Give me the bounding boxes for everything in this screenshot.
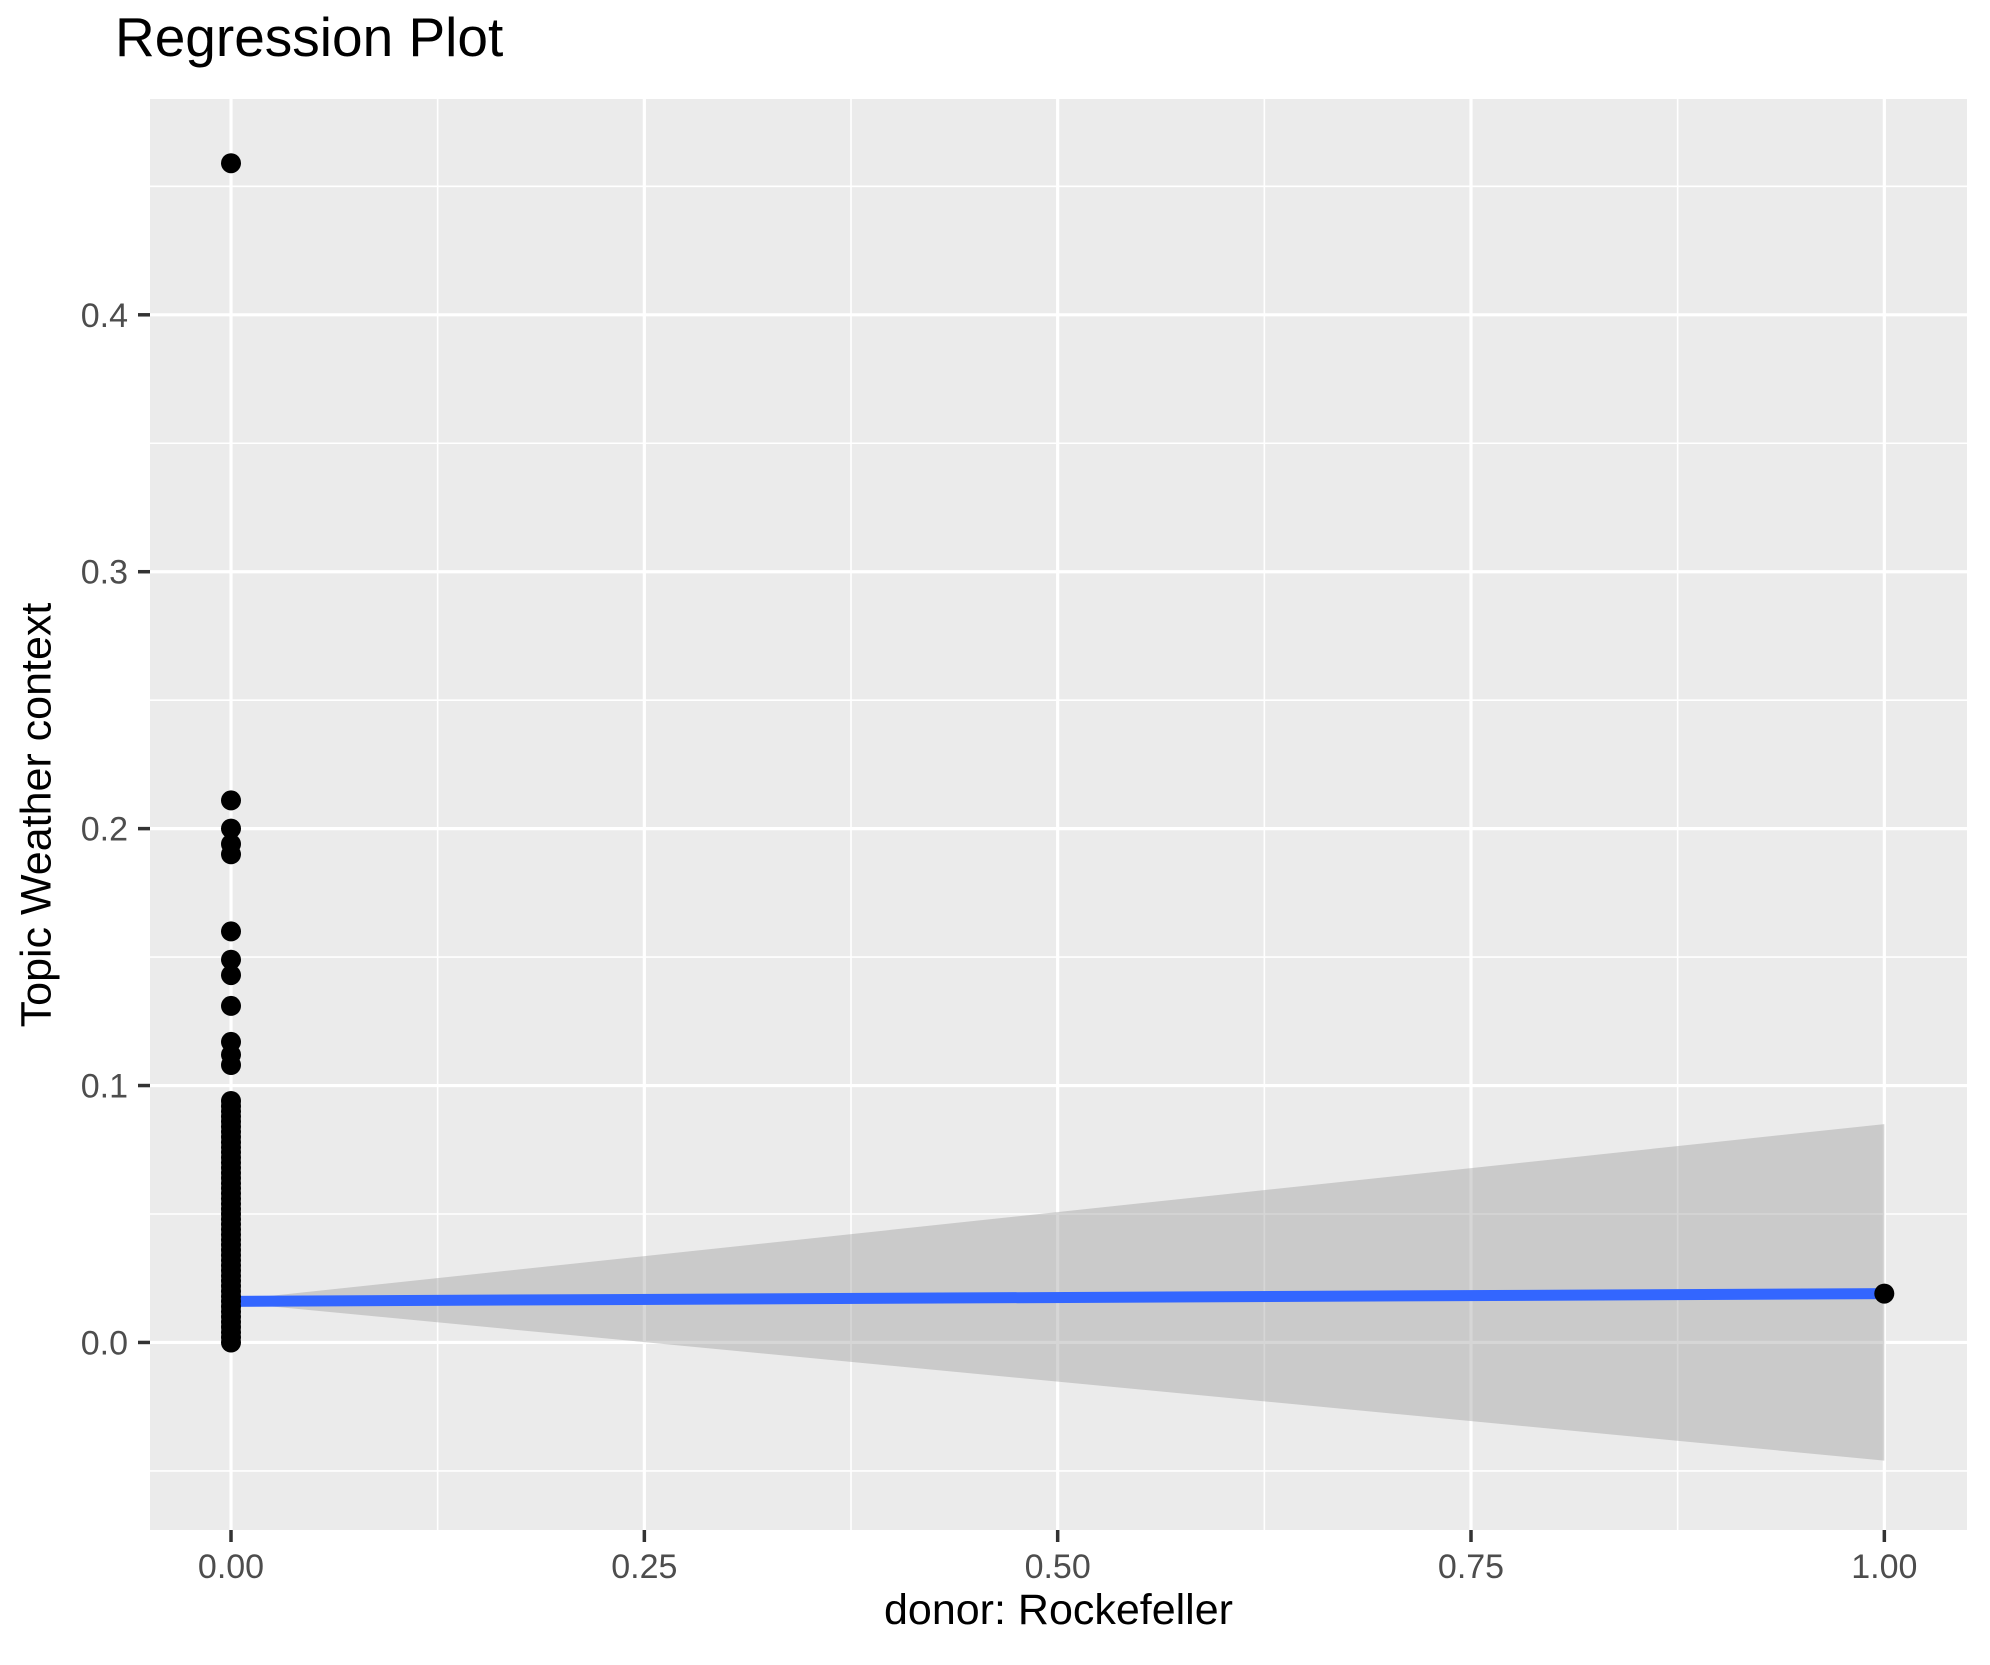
x-tick-label: 0.25 xyxy=(611,1548,677,1586)
x-tick-label: 0.50 xyxy=(1025,1548,1091,1586)
y-tick-label: 0.0 xyxy=(81,1324,128,1362)
y-tick-label: 0.1 xyxy=(81,1068,128,1106)
scatter-points xyxy=(221,153,1895,1353)
data-point xyxy=(221,1091,241,1111)
data-point xyxy=(1874,1283,1895,1304)
y-tick-label: 0.3 xyxy=(81,554,128,592)
data-point xyxy=(221,834,241,854)
x-tick-label: 1.00 xyxy=(1851,1548,1917,1586)
y-tick-label: 0.2 xyxy=(81,811,128,849)
data-point xyxy=(221,965,241,986)
y-tick-label: 0.4 xyxy=(81,297,128,335)
x-tick-label: 0.75 xyxy=(1438,1548,1504,1586)
x-tick-label: 0.00 xyxy=(198,1548,264,1586)
data-point xyxy=(221,153,241,174)
data-point xyxy=(221,949,241,970)
axis-tick-marks xyxy=(138,313,1887,1542)
data-point xyxy=(221,995,241,1016)
y-tick-labels: 0.0 0.1 0.2 0.3 0.4 xyxy=(81,297,128,1363)
y-axis-title: Topic Weather context xyxy=(12,602,61,1028)
data-point xyxy=(221,818,241,839)
data-point xyxy=(221,921,241,942)
data-point xyxy=(221,1031,241,1052)
x-tick-labels: 0.00 0.25 0.50 0.75 1.00 xyxy=(198,1548,1918,1586)
regression-line xyxy=(230,1288,1885,1307)
plot-title: Regression Plot xyxy=(115,6,504,68)
x-axis-title: donor: Rockefeller xyxy=(884,1586,1233,1634)
data-point xyxy=(221,790,241,811)
